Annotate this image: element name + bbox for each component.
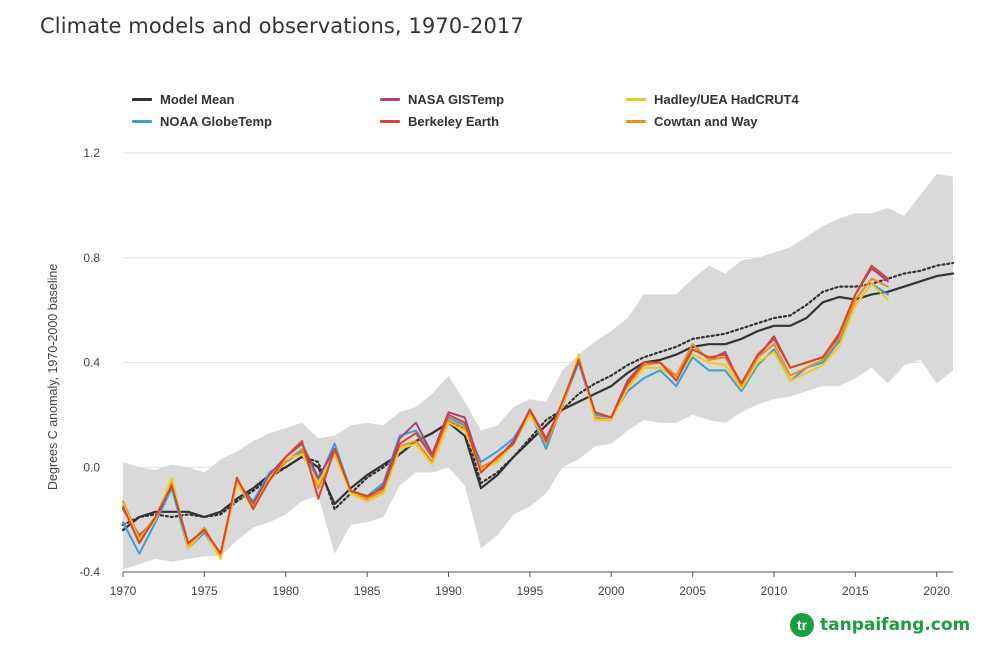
- legend-swatch-noaa-globetemp: [132, 120, 152, 123]
- watermark: tr tanpaifang.com: [790, 613, 970, 637]
- legend-item-noaa-globetemp: NOAA GlobeTemp: [132, 114, 272, 129]
- legend-swatch-berkeley-earth: [380, 120, 400, 123]
- x-tick-label: 1985: [354, 584, 381, 598]
- legend-label-hadcrut4: Hadley/UEA HadCRUT4: [654, 92, 799, 107]
- legend-label-nasa-gistemp: NASA GISTemp: [408, 92, 505, 107]
- y-axis-label: Degrees C anomaly, 1970-2000 baseline: [46, 263, 60, 490]
- model-range-band: [123, 174, 953, 570]
- watermark-logo: tr: [790, 613, 814, 637]
- x-tick-label: 2005: [679, 584, 706, 598]
- y-tick-label: -0.4: [79, 565, 100, 579]
- y-tick-label: 0.0: [83, 460, 100, 474]
- legend-item-berkeley-earth: Berkeley Earth: [380, 114, 499, 129]
- legend-swatch-nasa-gistemp: [380, 98, 400, 101]
- legend-label-cowtan-and-way: Cowtan and Way: [654, 114, 758, 129]
- x-tick-label: 1990: [435, 584, 462, 598]
- series-line-model-mean: [121, 272, 955, 532]
- x-tick-label: 2010: [761, 584, 788, 598]
- x-tick-label: 2000: [598, 584, 625, 598]
- x-tick-label: 1970: [110, 584, 137, 598]
- x-tick-label: 2015: [842, 584, 869, 598]
- legend-label-noaa-globetemp: NOAA GlobeTemp: [160, 114, 272, 129]
- x-tick-label: 1980: [272, 584, 299, 598]
- legend-swatch-model-mean: [132, 98, 152, 101]
- x-tick-label: 1975: [191, 584, 218, 598]
- x-tick-label: 2020: [923, 584, 950, 598]
- legend-label-berkeley-earth: Berkeley Earth: [408, 114, 500, 129]
- watermark-text: tanpaifang.com: [820, 615, 971, 635]
- legend-swatch-hadcrut4: [626, 98, 646, 101]
- y-tick-label: 0.8: [83, 251, 100, 265]
- chart-title: Climate models and observations, 1970-20…: [40, 14, 524, 38]
- legend-item-model-mean: Model Mean: [132, 92, 234, 107]
- y-tick-label: 0.4: [83, 356, 100, 370]
- legend-item-nasa-gistemp: NASA GISTemp: [380, 92, 504, 107]
- legend-item-hadcrut4: Hadley/UEA HadCRUT4: [626, 92, 799, 107]
- legend-swatch-cowtan-and-way: [626, 120, 646, 123]
- x-tick-label: 1995: [517, 584, 544, 598]
- chart-legend: Model Mean NASA GISTemp Hadley/UEA HadCR…: [132, 92, 832, 136]
- series-line-berkeley-earth: [122, 264, 889, 555]
- y-tick-label: 1.2: [83, 146, 100, 160]
- legend-item-cowtan-and-way: Cowtan and Way: [626, 114, 758, 129]
- legend-label-model-mean: Model Mean: [160, 92, 235, 107]
